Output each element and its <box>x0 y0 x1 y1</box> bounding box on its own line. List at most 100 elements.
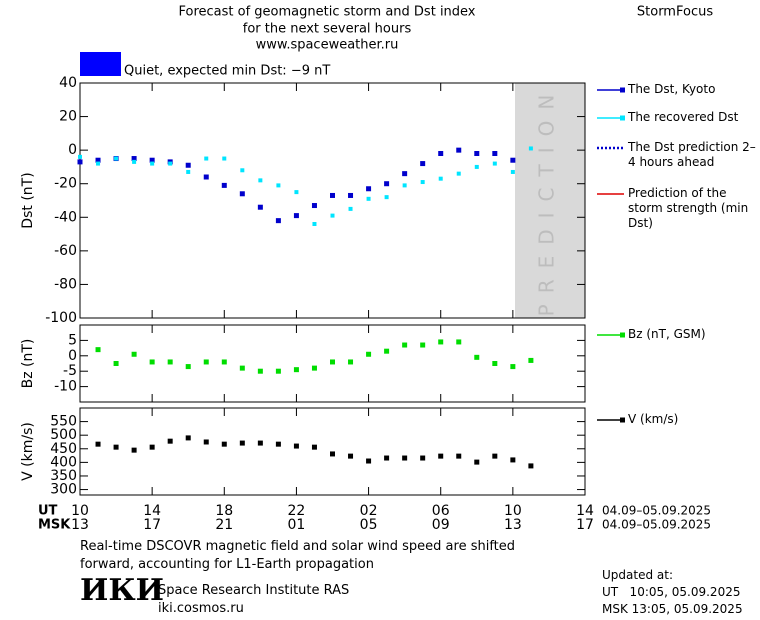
x-tick-label: 17 <box>576 517 594 533</box>
x-tick-label: 09 <box>432 517 450 533</box>
data-point <box>185 364 191 370</box>
data-point <box>131 447 137 453</box>
data-point <box>474 354 480 360</box>
brand: StormFocus <box>637 5 713 20</box>
legend-marker <box>620 332 625 338</box>
data-point <box>258 178 263 183</box>
data-point <box>438 453 444 459</box>
data-point <box>384 348 390 354</box>
y-axis-title: Dst (nT) <box>20 172 36 228</box>
data-point <box>294 190 299 195</box>
data-point <box>384 455 390 461</box>
data-point <box>384 181 390 187</box>
status-text: Quiet, expected min Dst: −9 nT <box>124 64 330 79</box>
data-point <box>132 159 137 164</box>
legend-label: V (km/s) <box>628 412 679 426</box>
data-point <box>239 191 245 197</box>
data-point <box>257 440 263 446</box>
data-point <box>474 164 479 169</box>
data-point <box>492 161 497 166</box>
data-point <box>528 463 534 469</box>
data-point <box>257 204 263 210</box>
logo: ИКИ <box>80 573 164 608</box>
data-point <box>113 444 119 450</box>
data-point <box>402 171 408 177</box>
data-point <box>348 359 354 365</box>
data-point <box>330 192 335 198</box>
legend-marker <box>620 87 625 93</box>
data-point <box>95 157 101 163</box>
data-point <box>330 359 335 365</box>
x-tick-label: 10 <box>504 503 522 519</box>
plot-frame <box>79 407 586 496</box>
title: www.spaceweather.ru <box>256 38 399 53</box>
data-point <box>456 453 462 459</box>
data-point <box>275 218 281 224</box>
data-point <box>402 183 407 188</box>
y-tick-label: -80 <box>54 276 77 292</box>
data-point <box>528 357 534 363</box>
note: Real-time DSCOVR magnetic field and sola… <box>80 539 516 554</box>
y-tick-label: 500 <box>50 427 77 443</box>
data-point <box>204 156 209 161</box>
data-point <box>221 182 227 188</box>
x-tick-label: 14 <box>143 503 161 519</box>
y-axis-title: V (km/s) <box>20 422 36 481</box>
x-axis-row-label: MSK <box>38 518 71 533</box>
data-point <box>186 169 191 174</box>
data-point <box>95 441 101 447</box>
title: Forecast of geomagnetic storm and Dst in… <box>178 5 475 20</box>
prediction-zone <box>515 83 585 318</box>
date-range: 04.09–05.09.2025 <box>602 504 711 518</box>
data-point <box>77 159 83 165</box>
data-point <box>203 439 209 445</box>
data-point <box>402 342 408 348</box>
data-point <box>366 458 372 464</box>
y-tick-label: 550 <box>50 414 77 430</box>
y-tick-label: 400 <box>50 454 77 470</box>
legend-label: The Dst, Kyoto <box>628 82 716 96</box>
data-point <box>510 169 515 174</box>
legend-marker <box>620 417 625 423</box>
data-point <box>456 339 462 345</box>
x-tick-label: 02 <box>360 503 378 519</box>
data-point <box>474 459 480 465</box>
data-point <box>384 195 389 200</box>
data-point <box>221 359 227 365</box>
plot-frame <box>79 324 586 403</box>
data-point <box>456 171 461 176</box>
data-point <box>240 168 245 173</box>
data-point <box>366 351 372 357</box>
data-point <box>438 339 444 345</box>
plot-frame <box>79 82 586 319</box>
note: forward, accounting for L1-Earth propaga… <box>80 557 374 572</box>
data-point <box>438 151 444 156</box>
x-tick-label: 05 <box>360 517 378 533</box>
y-tick-label: -40 <box>54 209 77 225</box>
updated: UT 10:05, 05.09.2025 <box>602 585 741 599</box>
data-point <box>149 359 155 365</box>
data-point <box>528 146 533 151</box>
y-tick-label: 40 <box>59 75 77 91</box>
y-axis-title: Bz (nT) <box>20 339 36 389</box>
data-point <box>114 156 119 161</box>
data-point <box>311 365 317 371</box>
data-point <box>276 183 281 188</box>
x-tick-label: 13 <box>504 517 522 533</box>
data-point <box>221 441 227 447</box>
y-tick-label: -60 <box>54 243 77 259</box>
data-point <box>95 347 101 353</box>
data-point <box>366 186 372 192</box>
prediction-label: PREDICTION <box>535 84 559 317</box>
data-point <box>420 180 425 185</box>
x-tick-label: 18 <box>215 503 233 519</box>
site: iki.cosmos.ru <box>158 601 244 616</box>
y-tick-label: 20 <box>59 109 77 125</box>
x-tick-label: 17 <box>143 517 161 533</box>
x-tick-label: 06 <box>432 503 450 519</box>
data-point <box>492 151 498 156</box>
updated: Updated at: <box>602 568 673 582</box>
data-point <box>348 206 353 211</box>
data-point <box>167 438 173 444</box>
